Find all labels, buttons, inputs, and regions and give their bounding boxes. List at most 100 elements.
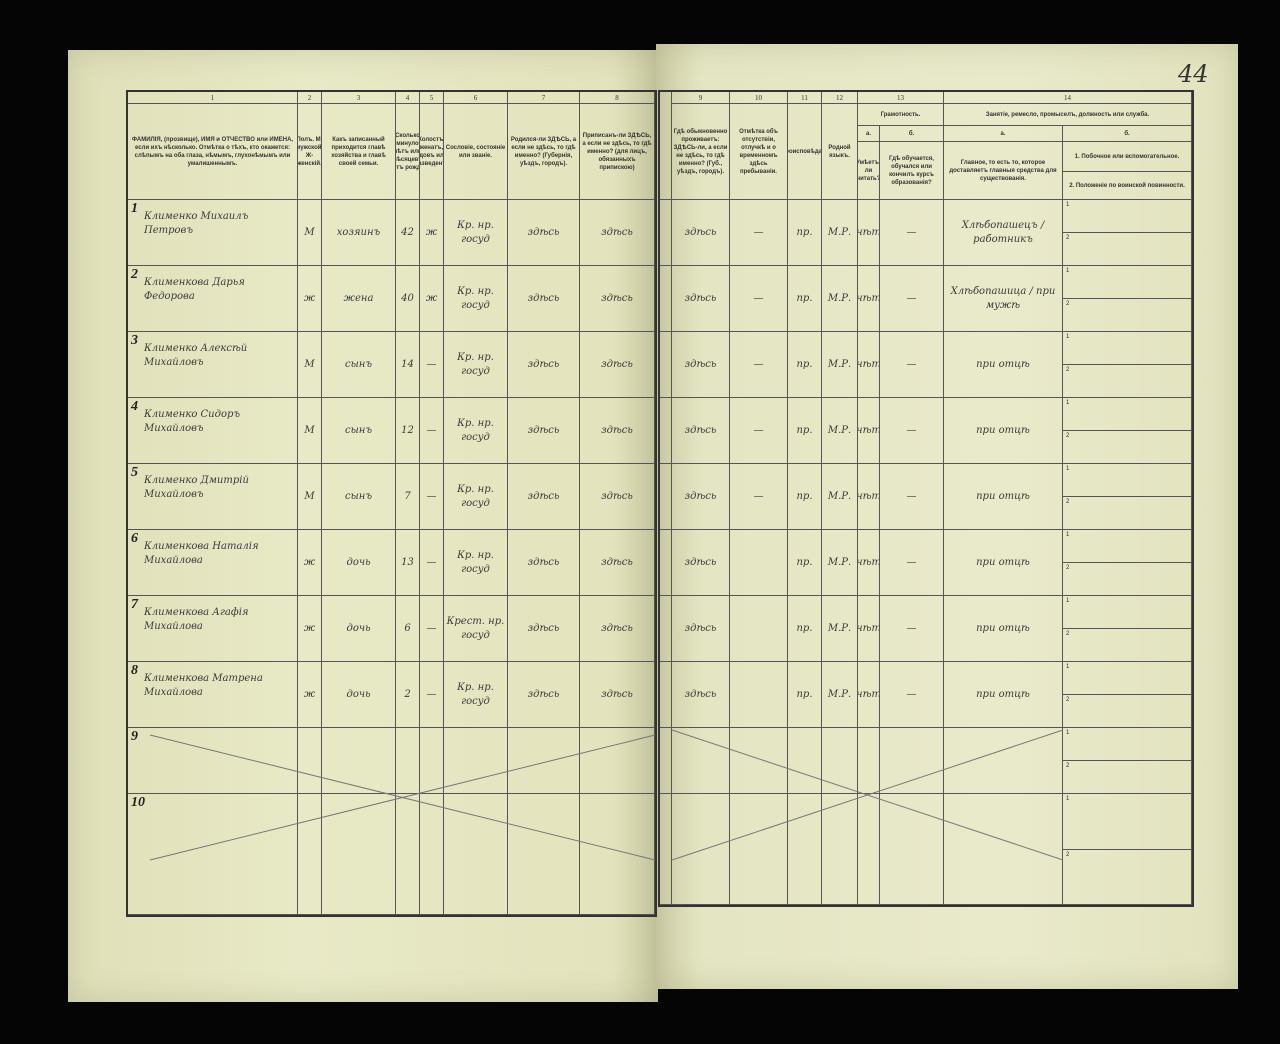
table-cell: нѣт — [858, 662, 880, 728]
column-header: Отмѣтка объ отсутствіи, отлучкѣ и о врем… — [730, 104, 788, 200]
person-name: Клименко Михаилъ Петровъ — [144, 211, 249, 236]
table-cell: пр. — [788, 596, 822, 662]
sub-field-1: 1 — [1063, 662, 1192, 695]
table-cell: — — [880, 398, 944, 464]
table-cell: ж — [298, 596, 322, 662]
column-number: 5 — [420, 92, 444, 104]
table-cell: 6 — [396, 596, 420, 662]
column-header: Родной языкъ. — [822, 104, 858, 200]
sub-field-2: 2 — [1063, 299, 1192, 332]
sub-label: 1 — [1066, 400, 1070, 406]
table-cell: 3 Клименко Алексѣй Михайловъ — [128, 332, 298, 398]
column-number: 2 — [298, 92, 322, 104]
column-number: 9 — [672, 92, 730, 104]
person-name: Клименкова Матрена Михайлова — [144, 673, 263, 698]
person-name: Клименко Сидоръ Михайловъ — [144, 409, 241, 434]
table-cell — [298, 728, 322, 794]
column-header: 2. Положеніе по воинской повинности. — [1063, 172, 1192, 200]
sub-field-1: 1 — [1063, 596, 1192, 629]
table-cell: пр. — [788, 662, 822, 728]
table-cell — [420, 794, 444, 915]
table-cell: 2 Клименкова Дарья Федорова — [128, 266, 298, 332]
column-number: 14 — [944, 92, 1192, 104]
sub-field-2: 2 — [1063, 761, 1192, 794]
table-cell: 7 Клименкова Агафія Михайлова — [128, 596, 298, 662]
table-cell — [660, 596, 672, 662]
sub-field-2: 2 — [1063, 563, 1192, 596]
row-number: 8 — [131, 663, 138, 678]
sub-field-1: 1 — [1063, 200, 1192, 233]
column-number: 11 — [788, 92, 822, 104]
table-cell — [660, 464, 672, 530]
table-cell: нѣт — [858, 464, 880, 530]
table-cell: 6 Клименкова Наталія Михайлова — [128, 530, 298, 596]
table-cell: здѣсь — [508, 464, 580, 530]
table-cell: здѣсь — [508, 266, 580, 332]
table-cell — [580, 794, 655, 915]
table-cell — [660, 398, 672, 464]
table-cell — [672, 728, 730, 794]
table-cell — [788, 728, 822, 794]
table-cell: нѣт — [858, 200, 880, 266]
table-cell: — — [880, 464, 944, 530]
table-cell — [730, 530, 788, 596]
table-cell — [322, 728, 396, 794]
person-name: Клименко Дмитрій Михайловъ — [144, 475, 249, 500]
sub-label: 1 — [1066, 268, 1070, 274]
table-cell — [420, 728, 444, 794]
row-number: 5 — [131, 465, 138, 480]
table-cell: при отцѣ — [944, 398, 1063, 464]
table-cell: — — [420, 398, 444, 464]
sub-field-2: 2 — [1063, 850, 1192, 905]
table-cell — [730, 728, 788, 794]
table-cell: здѣсь — [580, 596, 655, 662]
table-cell — [660, 728, 672, 794]
table-cell: нѣт — [858, 596, 880, 662]
table-cell: 42 — [396, 200, 420, 266]
sub-label: 1 — [1066, 334, 1070, 340]
table-cell: пр. — [788, 530, 822, 596]
table-cell — [944, 728, 1063, 794]
table-cell: ж — [420, 266, 444, 332]
table-cell: 2 — [396, 662, 420, 728]
sub-label: 2 — [1066, 763, 1070, 769]
table-cell: 9 — [128, 728, 298, 794]
table-cell: М — [298, 332, 322, 398]
table-cell: здѣсь — [672, 398, 730, 464]
column-number: 3 — [322, 92, 396, 104]
sub-field-2: 2 — [1063, 233, 1192, 266]
column-number: 7 — [508, 92, 580, 104]
table-cell: Кр. нр. госуд — [444, 464, 508, 530]
table-cell: М.Р. — [822, 662, 858, 728]
sub-label: 1 — [1066, 466, 1070, 472]
column-number: 13 — [858, 92, 944, 104]
sub-field-1: 1 — [1063, 794, 1192, 850]
row-number: 10 — [131, 795, 145, 810]
table-cell: здѣсь — [672, 266, 730, 332]
table-cell — [730, 662, 788, 728]
sub-field-1: 1 — [1063, 266, 1192, 299]
sub-field-1: 1 — [1063, 332, 1192, 365]
table-cell: Хлѣбопашица / при мужѣ — [944, 266, 1063, 332]
table-cell: ж — [298, 530, 322, 596]
table-cell: при отцѣ — [944, 464, 1063, 530]
table-cell: — — [420, 596, 444, 662]
table-cell: пр. — [788, 266, 822, 332]
table-cell: М.Р. — [822, 596, 858, 662]
table-cell: Крест. нр. госуд — [444, 596, 508, 662]
table-cell: здѣсь — [508, 332, 580, 398]
sub-field-2: 2 — [1063, 695, 1192, 728]
table-cell: здѣсь — [580, 266, 655, 332]
table-cell: — — [730, 266, 788, 332]
column-header: Главное, то есть то, которое доставляетъ… — [944, 142, 1063, 200]
sub-label: 2 — [1066, 852, 1070, 858]
table-cell: — — [730, 464, 788, 530]
table-cell: сынъ — [322, 398, 396, 464]
sub-field-1: 1 — [1063, 728, 1192, 761]
table-cell: 7 — [396, 464, 420, 530]
sub-field-1: 1 — [1063, 398, 1192, 431]
table-cell — [580, 728, 655, 794]
column-number: 8 — [580, 92, 655, 104]
sub-label: 2 — [1066, 235, 1070, 241]
table-cell: здѣсь — [580, 464, 655, 530]
